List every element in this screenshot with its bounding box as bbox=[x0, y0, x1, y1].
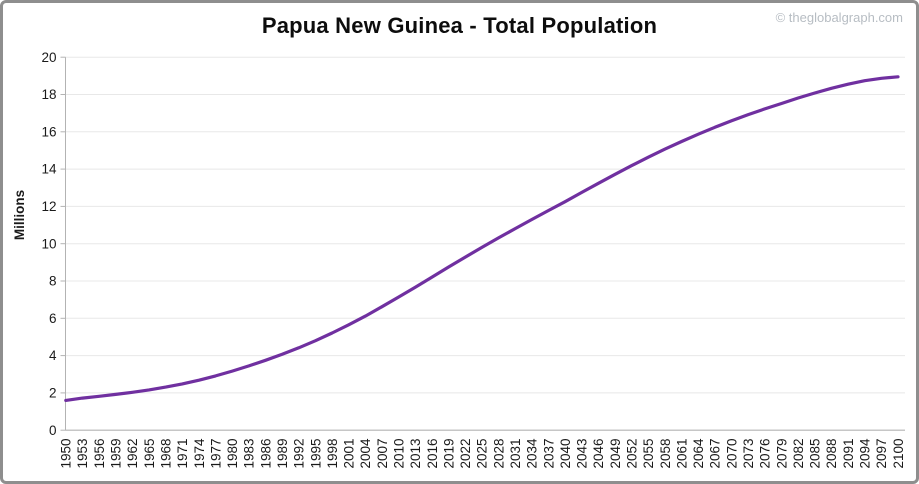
x-tick-label: 2010 bbox=[392, 439, 407, 469]
population-line bbox=[64, 75, 900, 402]
x-tick-label: 1995 bbox=[308, 439, 323, 469]
x-tick-label: 1968 bbox=[159, 439, 174, 469]
y-tick-label: 0 bbox=[49, 423, 57, 438]
x-tick-label: 2016 bbox=[425, 439, 440, 469]
y-tick-label: 6 bbox=[49, 311, 57, 326]
y-tick-label: 4 bbox=[49, 348, 57, 363]
x-tick-label: 2043 bbox=[575, 439, 590, 469]
x-tick-label: 2004 bbox=[358, 438, 373, 469]
x-tick-label: 2079 bbox=[774, 439, 789, 469]
x-tick-label: 2067 bbox=[708, 439, 723, 469]
x-tick-label: 1983 bbox=[242, 439, 257, 469]
x-tick-label: 1962 bbox=[125, 439, 140, 469]
y-tick-label: 16 bbox=[41, 124, 56, 139]
x-tick-label: 2097 bbox=[874, 439, 889, 469]
x-tick-label: 1953 bbox=[75, 439, 90, 469]
x-tick-label: 2049 bbox=[608, 439, 623, 469]
x-tick-label: 2013 bbox=[408, 439, 423, 469]
x-tick-label: 2073 bbox=[741, 439, 756, 469]
x-tick-label: 2007 bbox=[375, 439, 390, 469]
x-tick-label: 1977 bbox=[208, 439, 223, 469]
x-tick-label: 2100 bbox=[891, 439, 906, 469]
x-tick-label: 1992 bbox=[292, 439, 307, 469]
y-axis-title: Millions bbox=[12, 190, 27, 240]
x-tick-label: 2061 bbox=[674, 439, 689, 469]
x-tick-label: 2058 bbox=[658, 439, 673, 469]
y-tick-label: 10 bbox=[41, 236, 56, 251]
x-tick-label: 2055 bbox=[641, 439, 656, 469]
x-tick-label: 1989 bbox=[275, 439, 290, 469]
x-tick-label: 2052 bbox=[625, 439, 640, 469]
x-tick-label: 2001 bbox=[342, 439, 357, 469]
x-tick-label: 2034 bbox=[525, 438, 540, 469]
y-tick-label: 8 bbox=[49, 274, 57, 289]
x-tick-label: 2076 bbox=[758, 439, 773, 469]
watermark: © theglobalgraph.com bbox=[775, 10, 903, 25]
x-tick-label: 2091 bbox=[841, 439, 856, 469]
x-tick-label: 2088 bbox=[824, 439, 839, 469]
y-tick-label: 18 bbox=[41, 87, 56, 102]
x-tick-label: 2040 bbox=[558, 439, 573, 469]
x-tick-label: 1998 bbox=[325, 439, 340, 469]
x-tick-label: 2028 bbox=[491, 439, 506, 469]
x-tick-label: 2022 bbox=[458, 439, 473, 469]
x-tick-label: 1965 bbox=[142, 439, 157, 469]
chart-title: Papua New Guinea - Total Population bbox=[261, 13, 658, 38]
x-tick-label: 1980 bbox=[225, 439, 240, 469]
x-tick-label: 2082 bbox=[791, 439, 806, 469]
x-tick-label: 1974 bbox=[192, 438, 207, 469]
x-tick-label: 1971 bbox=[175, 439, 190, 469]
x-tick-label: 2085 bbox=[808, 439, 823, 469]
x-tick-label: 2037 bbox=[541, 439, 556, 469]
x-tick-label: 1956 bbox=[92, 439, 107, 469]
y-tick-label: 12 bbox=[41, 199, 56, 214]
x-tick-label: 2070 bbox=[724, 439, 739, 469]
x-tick-label: 2019 bbox=[441, 439, 456, 469]
x-tick-label: 1986 bbox=[258, 439, 273, 469]
x-tick-label: 2094 bbox=[858, 438, 873, 469]
x-tick-label: 1959 bbox=[109, 439, 124, 469]
y-tick-label: 14 bbox=[41, 162, 57, 177]
y-tick-label: 2 bbox=[49, 386, 57, 401]
x-tick-label: 2025 bbox=[475, 439, 490, 469]
y-tick-label: 20 bbox=[41, 50, 56, 65]
x-tick-label: 2046 bbox=[591, 439, 606, 469]
x-tick-label: 2031 bbox=[508, 439, 523, 469]
x-tick-label: 2064 bbox=[691, 438, 706, 469]
x-tick-label: 1950 bbox=[59, 439, 74, 469]
